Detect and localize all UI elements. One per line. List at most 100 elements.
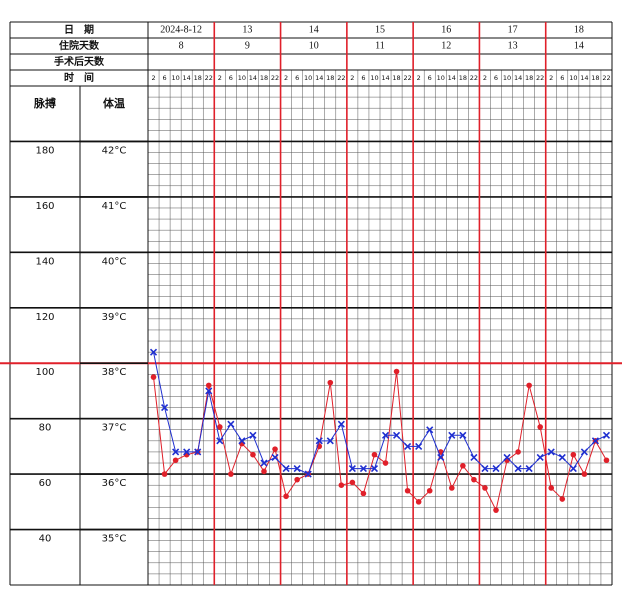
temp-point — [304, 470, 312, 478]
temp-point — [315, 437, 323, 445]
temp-point — [260, 459, 268, 467]
temp-point — [470, 453, 478, 462]
time: 18 — [260, 74, 268, 82]
date: 2024-8-12 — [160, 24, 202, 35]
temp-tick-label: 40°C — [102, 256, 127, 267]
time: 22 — [403, 74, 411, 82]
time: 6 — [428, 74, 432, 82]
temp-point — [337, 420, 345, 428]
pulse-point — [559, 496, 566, 502]
time: 6 — [229, 74, 233, 82]
hospital-day: 8 — [179, 40, 184, 51]
temp-point — [525, 465, 533, 473]
temp-point — [293, 465, 301, 473]
pulse-point — [404, 487, 411, 494]
hospital-day: 12 — [441, 40, 451, 51]
temp-point — [580, 448, 588, 456]
pulse-point — [382, 460, 389, 466]
time: 2 — [151, 74, 155, 82]
temp-point — [381, 431, 390, 439]
time: 2 — [350, 74, 354, 82]
row-label: 手术后天数 — [54, 55, 105, 68]
time: 10 — [171, 74, 179, 82]
time: 2 — [483, 74, 487, 82]
pulse-tick-label: 60 — [39, 478, 52, 489]
pulse-point — [172, 457, 179, 464]
time: 6 — [560, 74, 564, 82]
pulse-point — [228, 471, 234, 477]
hospital-day: 9 — [245, 40, 250, 51]
temp-point — [492, 465, 500, 473]
time: 22 — [470, 74, 478, 82]
temp-point — [393, 431, 401, 439]
axis-label: 脉搏 — [33, 96, 56, 110]
temp-point — [359, 465, 367, 473]
pulse-point — [205, 382, 212, 389]
time: 6 — [163, 74, 167, 82]
temp-point — [271, 453, 279, 462]
pulse-point — [161, 471, 168, 477]
time: 18 — [194, 74, 202, 82]
pulse-point — [515, 449, 521, 455]
pulse-point — [603, 457, 610, 464]
time: 14 — [448, 74, 456, 82]
date: 17 — [508, 24, 518, 35]
temp-point — [602, 431, 611, 439]
pulse-point — [471, 476, 477, 483]
pulse-point — [415, 499, 422, 505]
row-label: 住院天数 — [59, 39, 100, 52]
temp-point — [569, 465, 577, 473]
temp-tick-label: 39°C — [102, 312, 127, 323]
time: 14 — [580, 74, 588, 82]
pulse-point — [150, 374, 157, 380]
time: 18 — [591, 74, 599, 82]
time: 10 — [304, 74, 312, 82]
pulse-tick-label: 180 — [35, 145, 54, 156]
pulse-tick-label: 100 — [35, 367, 54, 378]
temp-point — [370, 465, 379, 473]
time: 10 — [437, 74, 445, 82]
pulse-tick-label: 80 — [39, 423, 52, 434]
time: 22 — [337, 74, 345, 82]
hospital-day: 14 — [574, 40, 584, 51]
time: 18 — [459, 74, 467, 82]
pulse-tick-label: 120 — [35, 312, 54, 323]
time: 6 — [494, 74, 498, 82]
pulse-tick-label: 40 — [39, 534, 52, 545]
row-label: 日 期 — [64, 23, 94, 36]
time: 18 — [525, 74, 533, 82]
axis-label: 体温 — [103, 96, 125, 110]
pulse-point — [371, 451, 378, 458]
temp-point — [415, 442, 423, 450]
pulse-point — [338, 482, 345, 489]
pulse-point — [537, 424, 543, 430]
hospital-day: 10 — [309, 40, 319, 51]
date: 15 — [375, 24, 385, 35]
date: 16 — [441, 24, 451, 35]
temp-tick-label: 36°C — [102, 478, 127, 489]
temp-point — [459, 431, 467, 439]
time: 14 — [381, 74, 389, 82]
pulse-point — [393, 368, 400, 375]
pulse-point — [493, 507, 499, 513]
temp-point — [172, 448, 180, 456]
temp-point — [437, 453, 445, 462]
time: 22 — [205, 74, 213, 82]
temp-point — [503, 453, 511, 462]
time: 10 — [503, 74, 511, 82]
temp-point — [194, 448, 202, 456]
temp-point — [547, 448, 555, 456]
date: 18 — [574, 24, 584, 35]
pulse-point — [460, 462, 466, 469]
temp-point — [227, 420, 235, 428]
time: 10 — [370, 74, 378, 82]
pulse-point — [581, 471, 588, 477]
series-line — [153, 371, 607, 512]
temp-tick-label: 41°C — [102, 201, 127, 212]
pulse-point — [261, 468, 267, 475]
time: 10 — [238, 74, 246, 82]
pulse-point — [548, 485, 555, 491]
time: 14 — [514, 74, 522, 82]
temp-point — [238, 437, 246, 445]
time: 22 — [271, 74, 279, 82]
